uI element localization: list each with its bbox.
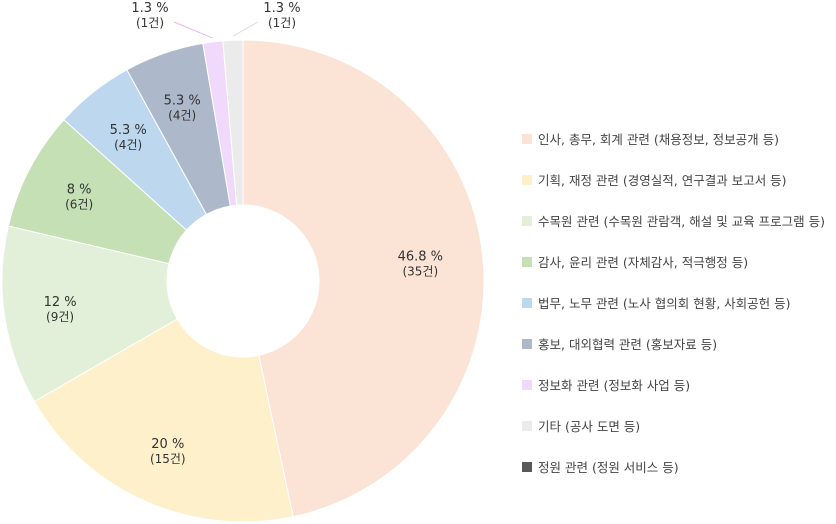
legend-item-8: 정원 관련 (정원 서비스 등)	[522, 446, 825, 487]
legend-label: 기획, 재정 관련 (경영실적, 연구결과 보고서 등)	[538, 173, 787, 188]
count-label-3: (6건)	[65, 197, 93, 211]
legend-item-7: 기타 (공사 도면 등)	[522, 405, 825, 446]
legend-swatch	[522, 297, 532, 308]
count-label-2: (9건)	[46, 310, 74, 324]
legend-swatch	[522, 461, 532, 472]
percent-label-2: 12 %	[44, 295, 77, 310]
percent-label-4: 5.3 %	[110, 123, 147, 138]
legend-label: 정보화 관련 (정보화 사업 등)	[538, 378, 691, 393]
legend-label: 법무, 노무 관련 (노사 협의회 현황, 사회공헌 등)	[538, 296, 791, 311]
percent-label-0: 46.8 %	[398, 249, 443, 264]
percent-label-7: 1.3 %	[263, 1, 300, 16]
legend-item-1: 기획, 재정 관련 (경영실적, 연구결과 보고서 등)	[522, 159, 825, 200]
legend-label: 기타 (공사 도면 등)	[538, 419, 641, 434]
legend-label: 인사, 총무, 회계 관련 (채용정보, 정보공개 등)	[538, 132, 780, 147]
slice-0	[242, 39, 485, 518]
legend: 인사, 총무, 회계 관련 (채용정보, 정보공개 등) 기획, 재정 관련 (경…	[522, 118, 825, 487]
legend-swatch	[522, 420, 532, 431]
percent-label-3: 8 %	[67, 182, 92, 197]
percent-label-6: 1.3 %	[131, 1, 168, 16]
legend-label: 홍보, 대외협력 관련 (홍보자료 등)	[538, 337, 718, 352]
legend-item-4: 법무, 노무 관련 (노사 협의회 현황, 사회공헌 등)	[522, 282, 825, 323]
legend-item-2: 수목원 관련 (수목원 관람객, 해설 및 교육 프로그램 등)	[522, 200, 825, 241]
count-label-5: (4건)	[168, 108, 196, 122]
count-label-6: (1건)	[136, 16, 164, 30]
legend-swatch	[522, 133, 532, 144]
legend-swatch	[522, 338, 532, 349]
leader-line-6	[173, 21, 213, 39]
legend-swatch	[522, 174, 532, 185]
legend-label: 정원 관련 (정원 서비스 등)	[538, 460, 679, 475]
legend-swatch	[522, 379, 532, 390]
percent-label-5: 5.3 %	[164, 93, 201, 108]
slice-1	[33, 318, 294, 523]
legend-item-5: 홍보, 대외협력 관련 (홍보자료 등)	[522, 323, 825, 364]
leader-line-7	[232, 21, 259, 37]
count-label-7: (1건)	[268, 16, 296, 30]
legend-swatch	[522, 256, 532, 267]
legend-item-3: 감사, 윤리 관련 (자체감사, 적극행정 등)	[522, 241, 825, 282]
legend-label: 수목원 관련 (수목원 관람객, 해설 및 교육 프로그램 등)	[538, 214, 826, 229]
count-label-4: (4건)	[114, 138, 142, 152]
count-label-1: (15건)	[150, 452, 186, 466]
legend-swatch	[522, 215, 532, 226]
donut-chart: 46.8 %(35건) 20 %(15건) 12 %(9건) 8 %(6건) 5.3 %…	[1, 1, 485, 523]
legend-item-6: 정보화 관련 (정보화 사업 등)	[522, 364, 825, 405]
slice-7	[222, 39, 244, 206]
legend-label: 감사, 윤리 관련 (자체감사, 적극행정 등)	[538, 255, 749, 270]
percent-label-1: 20 %	[151, 437, 184, 452]
legend-item-0: 인사, 총무, 회계 관련 (채용정보, 정보공개 등)	[522, 118, 825, 159]
count-label-0: (35건)	[402, 264, 438, 278]
slice-2	[1, 225, 178, 403]
